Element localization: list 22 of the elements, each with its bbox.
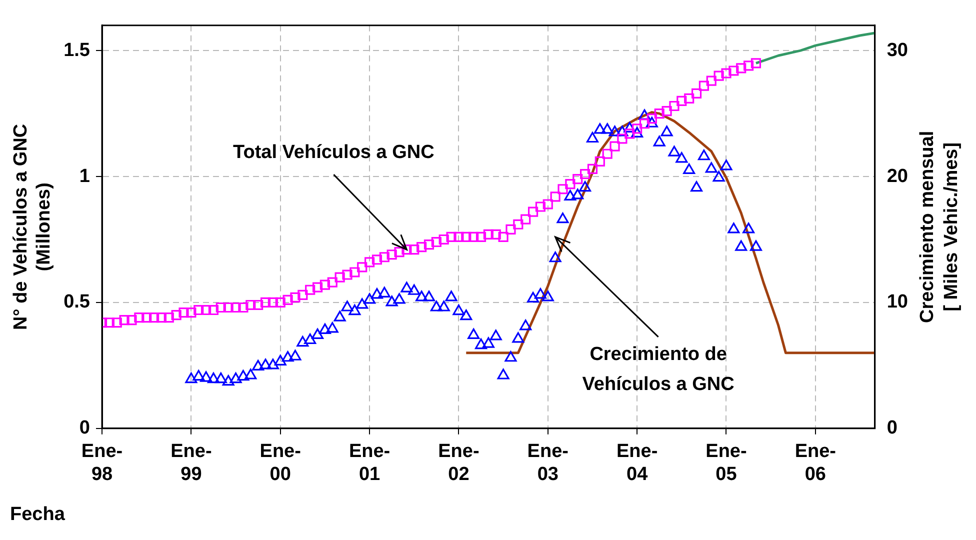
y2-axis-title: Crecimiento mensual [ Miles Vehic./mes] <box>917 130 962 323</box>
y-tick-label: 1 <box>79 166 90 187</box>
y-axis-title: N° de Vehículos a GNC (Millones) <box>10 124 54 330</box>
y-tick-label: 1.5 <box>64 40 90 61</box>
x-tick-label: Ene-98 <box>81 441 123 485</box>
y2-tick-label: 10 <box>886 292 908 313</box>
y2-tick-label: 0 <box>886 418 898 439</box>
y-tick-label: 0 <box>79 418 90 439</box>
x-tick-label: Ene-01 <box>348 441 390 485</box>
annotation: Crecimiento de Vehículos a GNC <box>582 344 735 396</box>
x-tick-label: Ene-05 <box>706 441 747 485</box>
y2-tick-label: 20 <box>886 166 908 187</box>
x-tick-label: Ene-99 <box>170 441 212 485</box>
annotation: Total Vehículos a GNC <box>233 142 435 163</box>
y2-tick-label: 30 <box>886 40 908 61</box>
x-tick-label: Ene-04 <box>616 441 658 485</box>
x-tick-label: Ene-02 <box>438 441 480 485</box>
x-tick-label: Ene-00 <box>260 441 301 485</box>
x-axis-title: Fecha <box>9 503 66 526</box>
y-tick-label: 0.5 <box>64 292 90 313</box>
x-tick-label: Ene-03 <box>527 441 568 485</box>
x-tick-label: Ene-06 <box>794 441 836 485</box>
